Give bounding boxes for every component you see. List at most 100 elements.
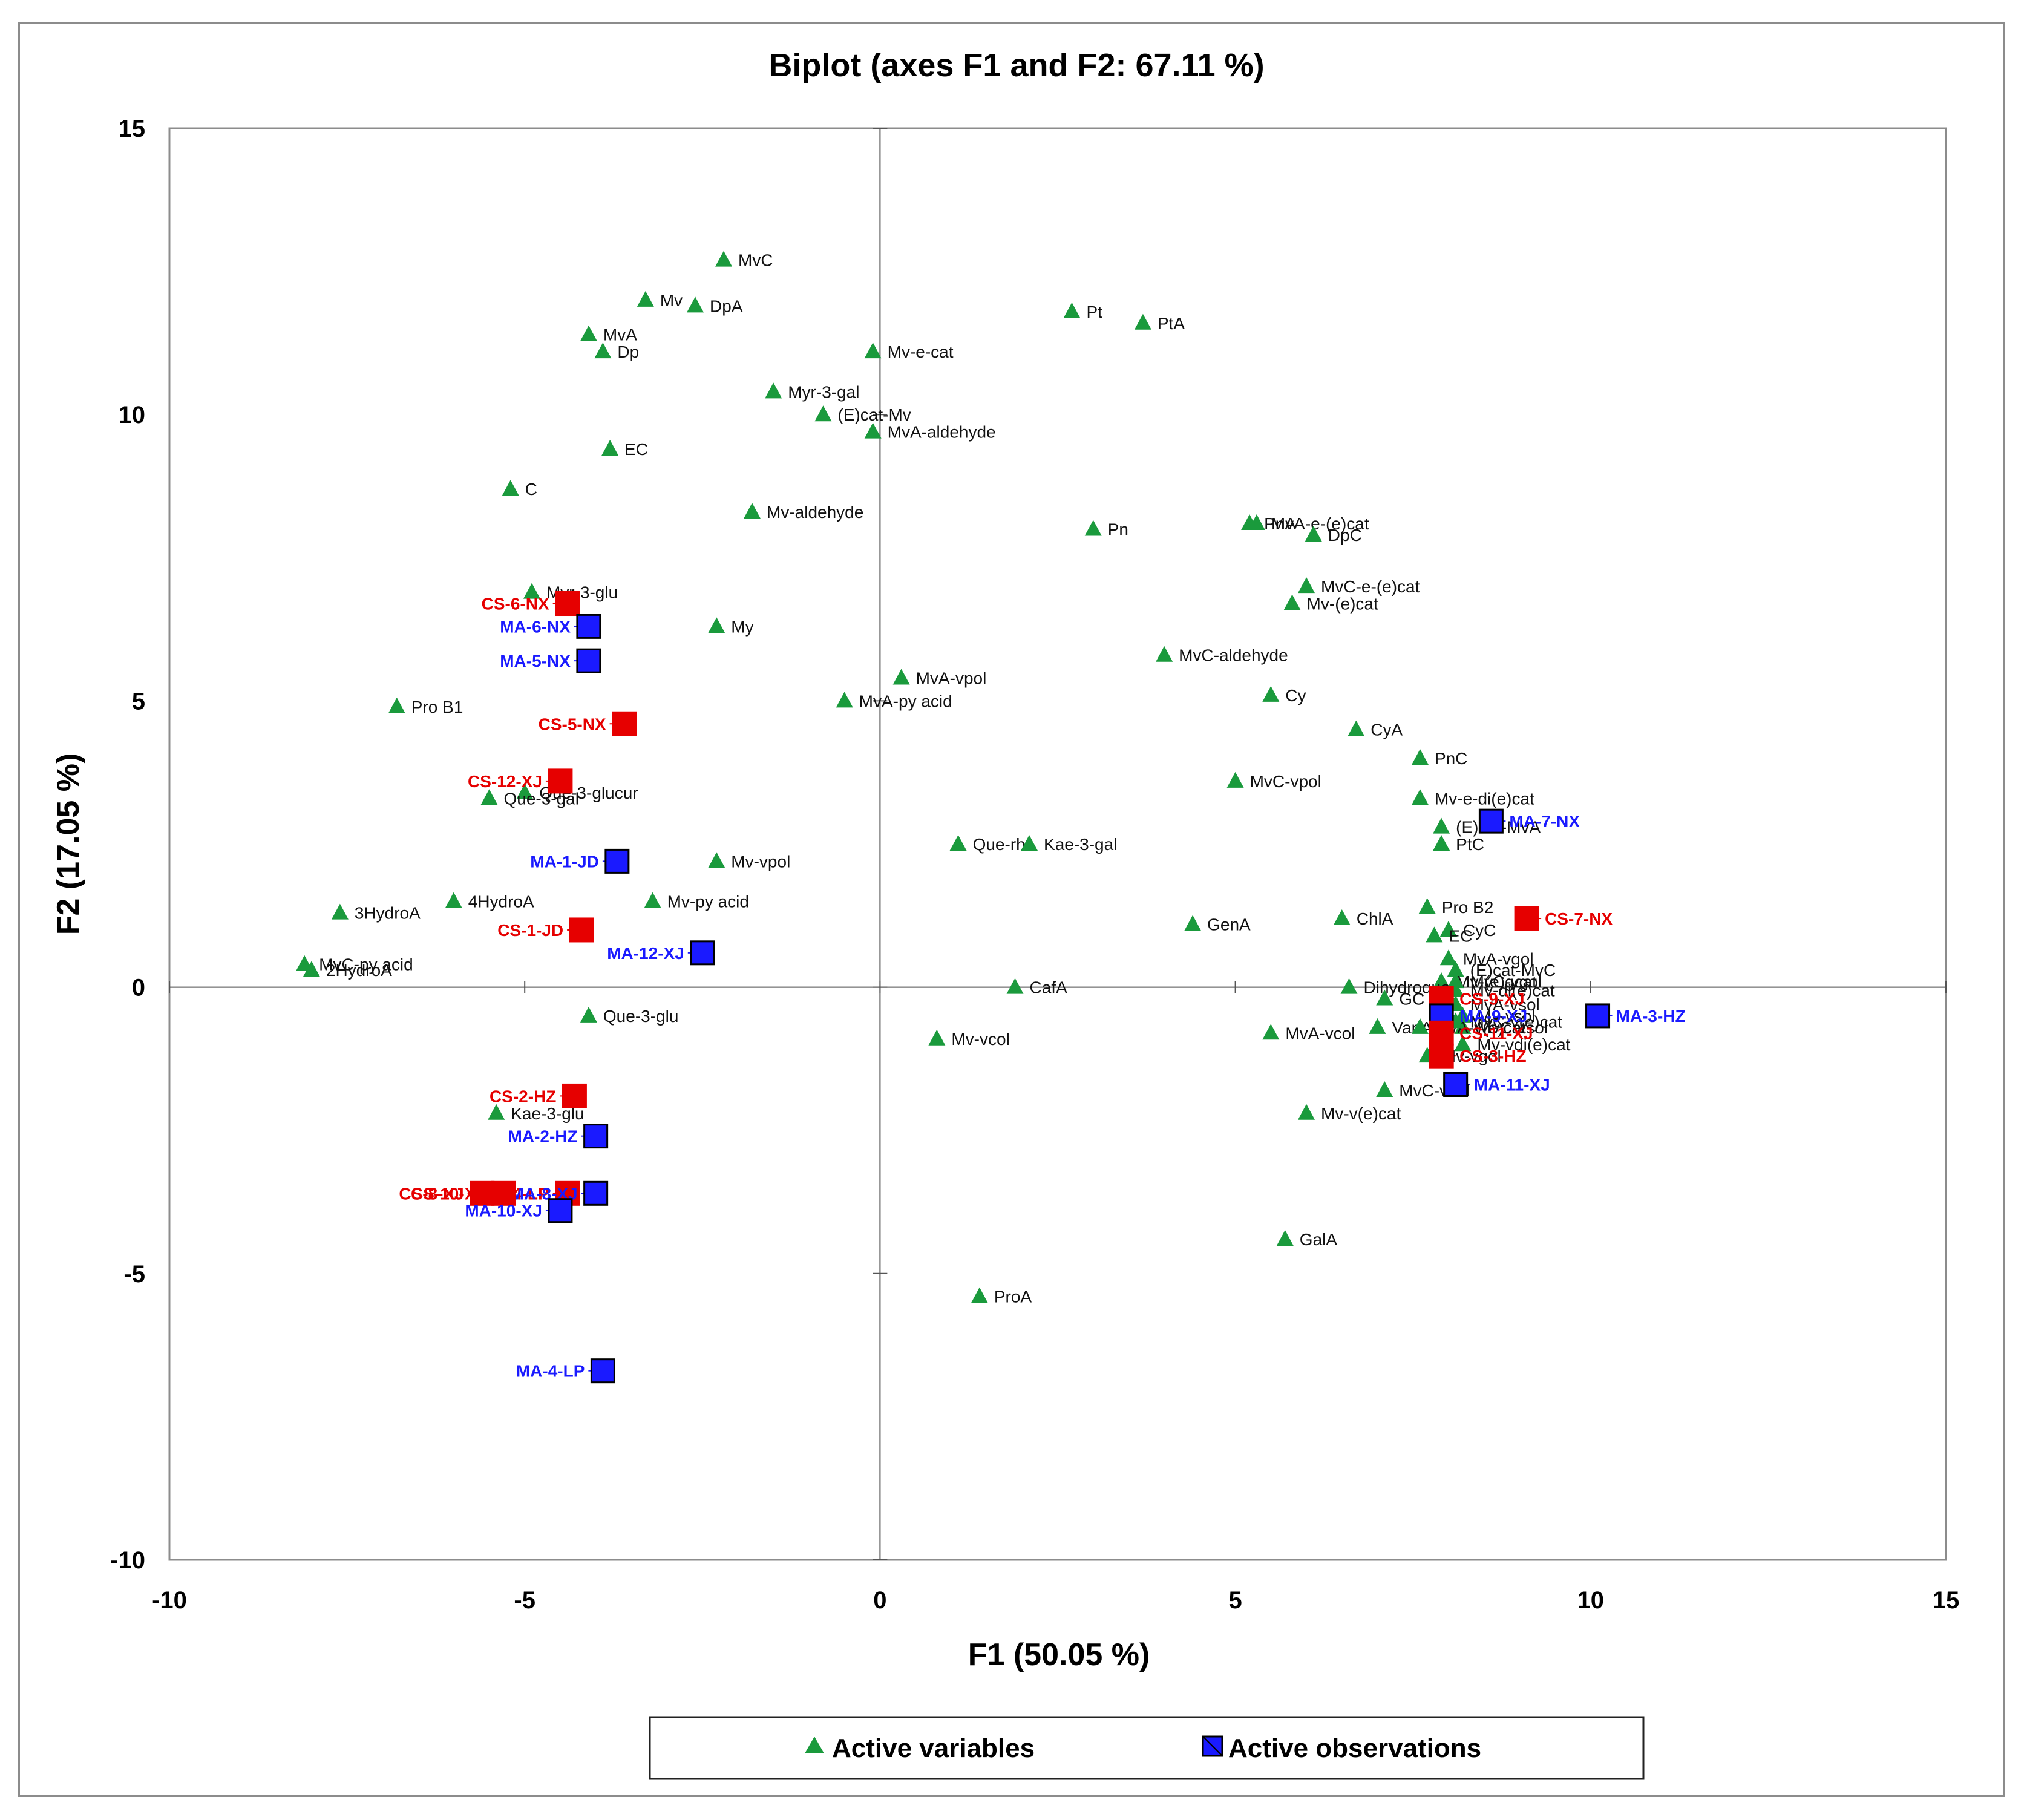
variable-label: MvA-vgol (1463, 949, 1534, 968)
variable-label: Myr-3-gal (788, 382, 859, 401)
variable-label: MvC-aldehyde (1179, 646, 1288, 665)
observation-point (1585, 1003, 1611, 1029)
variable-label: Mv-(e)gcat (1456, 972, 1537, 991)
legend-box (649, 1716, 1645, 1780)
observations-layer: CS-6-NX MA-6-NX MA-5-NX CS-5-NX CS-12-XJ MA-1… (399, 591, 1686, 1384)
variable-label: PtC (1456, 835, 1484, 854)
variable-point (1184, 915, 1202, 931)
observation-label: CS-2-HZ (490, 1087, 556, 1105)
variable-label: (E)cat-Mv (837, 405, 911, 424)
variable-label: MvC-vsol (1477, 1018, 1548, 1037)
observation-label: MA-12-XJ (607, 944, 684, 963)
variable-label: 2HydroA (326, 961, 392, 980)
variable-label: GC (1399, 990, 1424, 1009)
y-tick-label: 0 (132, 975, 145, 1001)
variable-point (1063, 302, 1081, 318)
variable-label: MvC-py acid (319, 955, 413, 974)
observation-label: MA-9-XJ (1459, 1007, 1527, 1026)
observation-point (1443, 1072, 1469, 1097)
variable-label: My (731, 617, 753, 636)
variable-point (687, 296, 704, 313)
variable-point (864, 422, 882, 439)
observation-label: MA-2-HZ (508, 1127, 578, 1146)
observation-point (690, 940, 715, 966)
variable-point (303, 961, 320, 977)
variable-label: DpC (1328, 526, 1362, 545)
variable-point (949, 835, 967, 851)
variable-label: MvC-v(e)cat (1470, 1012, 1563, 1031)
variable-point (480, 789, 498, 805)
variable-point (1276, 1230, 1294, 1246)
variable-label: Mv-v(e)cat (1321, 1104, 1401, 1123)
variable-point (814, 405, 832, 422)
variable-label: Mv-e-cat (888, 342, 954, 361)
variable-point (1283, 594, 1301, 610)
variable-point (388, 697, 405, 713)
variable-point (1376, 1081, 1393, 1097)
observation-label: MA-10-XJ (465, 1202, 542, 1220)
observation-point (569, 917, 594, 943)
y-tick-label: 15 (119, 116, 146, 142)
variable-point (1305, 525, 1322, 542)
variable-point (637, 290, 654, 307)
variable-label: MvA-py acid (859, 692, 952, 710)
variable-point (1226, 771, 1244, 788)
variable-label: C (525, 480, 537, 499)
variable-label: Pt (1086, 303, 1102, 321)
variable-label: Mv-py acid (667, 892, 749, 911)
variable-point (580, 1006, 597, 1023)
variable-label: Kae-3-gal (1044, 835, 1117, 854)
variable-label: Dp (617, 342, 639, 361)
legend: Active variables Active observations (649, 1716, 1645, 1780)
variable-label: PtA (1158, 314, 1185, 333)
variable-point (1439, 920, 1457, 937)
variable-point (1433, 817, 1450, 834)
variable-point (1262, 686, 1280, 702)
variable-point (1333, 909, 1351, 926)
observation-point (491, 1180, 516, 1206)
observation-point (612, 711, 637, 736)
variable-label: GalA (1300, 1230, 1338, 1249)
variable-point (445, 892, 462, 908)
observation-label: CS-1-JD (497, 921, 563, 940)
observation-point (1429, 1020, 1454, 1046)
observation-label: CS-8-XJ (399, 1184, 463, 1203)
variable-point (1433, 835, 1450, 851)
observation-label: CS-11-XJ (1459, 1024, 1533, 1043)
variable-point (1411, 789, 1429, 805)
variable-point (1156, 646, 1173, 662)
y-tick-label: 10 (119, 402, 146, 428)
observation-label: CS-7-NX (1545, 909, 1613, 928)
x-tick-label: 15 (1933, 1587, 1960, 1614)
variable-label: Pro B1 (411, 698, 463, 716)
observation-point (583, 1180, 609, 1206)
variable-label: PnC (1435, 749, 1467, 768)
variable-label: DpA (710, 296, 743, 315)
variable-label: MvA-e-(e)cat (1271, 514, 1369, 533)
variable-point (1426, 926, 1443, 943)
variable-point (1262, 1024, 1280, 1040)
observation-point (576, 648, 601, 673)
variable-point (708, 852, 725, 868)
observation-point (470, 1180, 495, 1206)
variable-point (1433, 972, 1450, 989)
variable-label: GenA (1207, 915, 1251, 934)
observation-label: CS-6-NX (482, 595, 549, 614)
variable-label: MvC-vgol (1470, 972, 1542, 991)
variable-point (1376, 989, 1393, 1006)
observation-point (1514, 906, 1539, 931)
variable-label: Que-3-glu (603, 1007, 679, 1026)
variable-point (644, 892, 661, 908)
variable-point (1454, 1035, 1472, 1052)
chart-frame (18, 22, 2005, 1797)
observation-label: MA-1-JD (530, 852, 599, 871)
variable-point (715, 250, 733, 267)
variable-point (1134, 313, 1151, 330)
x-axis-title: F1 (50.05 %) (968, 1637, 1150, 1672)
variable-label: EC (624, 440, 648, 459)
variable-label: Mv-vcol (951, 1030, 1009, 1049)
observation-point (562, 1083, 587, 1108)
observation-label: CS-3-HZ (1459, 1047, 1526, 1065)
observation-label: MA-7-NX (1509, 812, 1580, 831)
variable-point (1348, 720, 1365, 736)
